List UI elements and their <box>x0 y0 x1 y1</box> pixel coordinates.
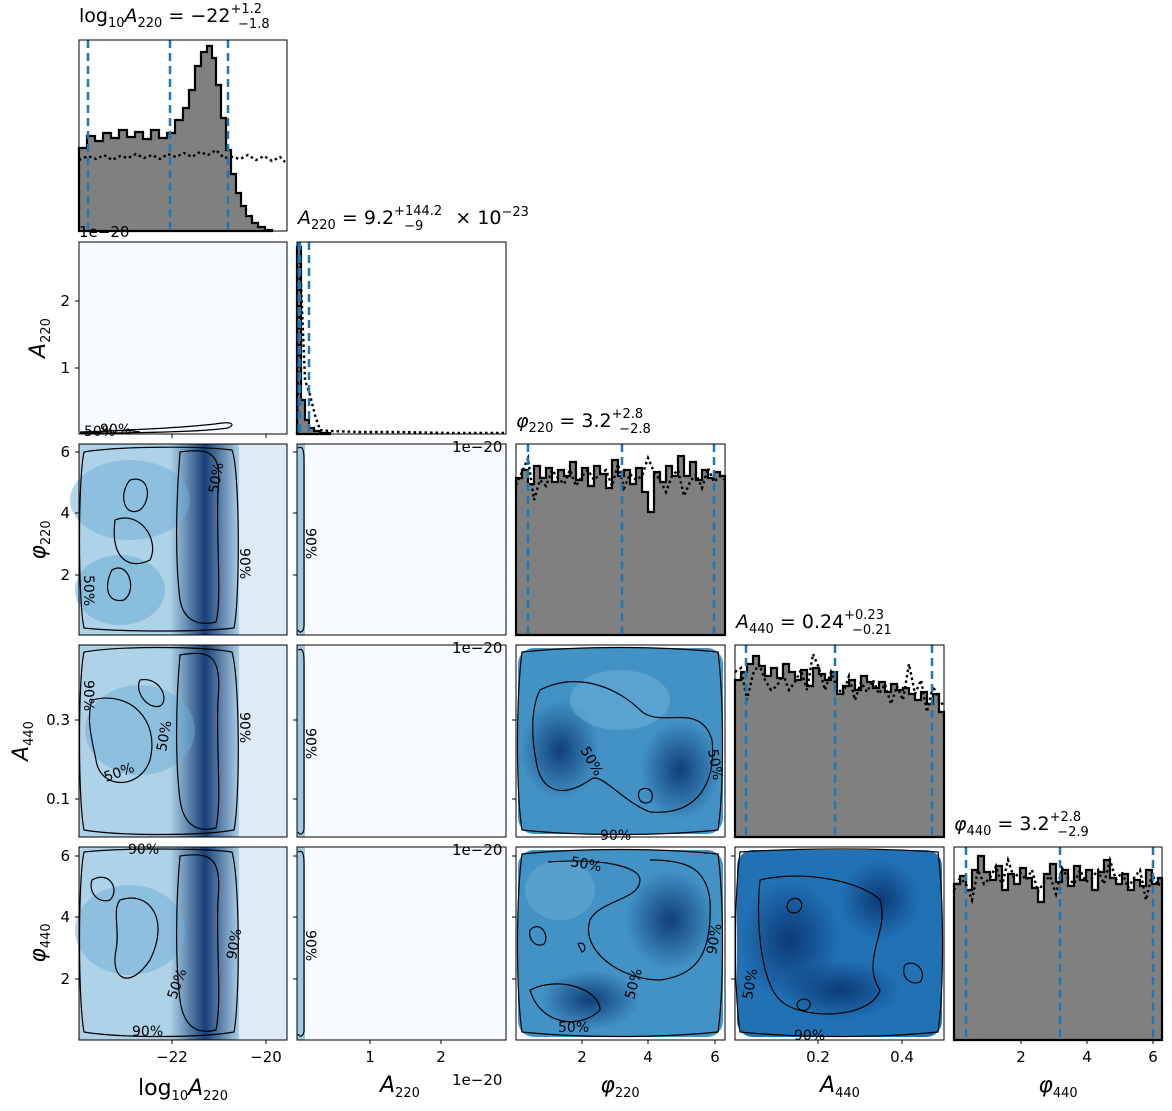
x-axis-label-A440: A440 <box>818 1073 860 1101</box>
x-axis-phi440: 2 4 6 φ440 <box>1016 1040 1158 1101</box>
contour-label: 50% <box>80 575 96 606</box>
y-offset-label: 1e−20 <box>79 223 129 241</box>
y-axis-A440: 0.3 0.1 A440 <box>9 711 79 808</box>
contour-label: 50% <box>622 967 646 1001</box>
inner-tick-stubs <box>171 434 735 980</box>
x-tick-label: 2 <box>436 1048 446 1066</box>
contour-label: 90% <box>132 1024 163 1040</box>
contour-label: 50% <box>84 424 115 440</box>
posterior-hist-phi440 <box>952 854 1164 1042</box>
y-tick-label: 6 <box>60 847 70 865</box>
density-panel-A440-vs-logA220: 90% 50% 50% 90% <box>78 644 288 838</box>
title-A440: A440 = 0.24+0.23 −0.21 <box>734 608 892 638</box>
hist-panel-A220: A220 = 9.2+144.2 −9 × 10−23 <box>295 204 529 436</box>
prior-hist-A440 <box>734 649 945 713</box>
y-axis-phi220: 6 4 2 φ220 <box>26 443 79 584</box>
contour-label: 90% <box>794 1028 825 1044</box>
contour-label: 90% <box>236 712 252 743</box>
hist-panel-phi440: φ440 = 3.2+2.8 −2.9 <box>952 810 1164 1042</box>
x-tick-label: 2 <box>577 1048 587 1066</box>
x-axis-label-A220: A220 <box>378 1073 420 1101</box>
y-axis-label-phi220: φ220 <box>26 520 54 559</box>
y-tick-label: 2 <box>60 292 70 310</box>
x-axis-label-phi440: φ440 <box>1038 1073 1077 1101</box>
x-tick-label: 1 <box>365 1048 375 1066</box>
y-axis-label-A440: A440 <box>9 721 37 763</box>
x-tick-label: −20 <box>250 1048 282 1066</box>
y-axis-phi440: 6 4 2 φ440 <box>26 847 79 988</box>
density-panel-phi220-vs-logA220: 50% 90% 50% <box>70 443 288 636</box>
y-axis-label-phi440: φ440 <box>26 923 54 962</box>
x-offset-label: 1e−20 <box>452 639 502 657</box>
y-tick-label: 2 <box>60 970 70 988</box>
title-phi440: φ440 = 3.2+2.8 −2.9 <box>954 810 1089 840</box>
x-offset-label: 1e−20 <box>452 438 502 456</box>
x-tick-label: 0.2 <box>806 1048 830 1066</box>
density-panel-phi220-vs-A220: 90% <box>296 443 507 636</box>
contour-label: 90% <box>302 528 318 559</box>
title-logA220: log10A220 = −22+1.2 −1.8 <box>79 2 270 32</box>
density-panel-phi440-vs-phi220: 50% 50% 50% 90% <box>515 846 726 1041</box>
x-tick-label: 6 <box>1148 1048 1158 1066</box>
posterior-hist-phi220 <box>514 454 727 637</box>
density-panel-A440-vs-A220: 90% <box>296 644 507 838</box>
title-A220: A220 = 9.2+144.2 −9 × 10−23 <box>296 204 529 234</box>
y-tick-label: 1 <box>60 359 70 377</box>
prior-hist-A220 <box>295 259 505 435</box>
contour-label: 90% <box>600 828 631 844</box>
contour-label: 90% <box>236 548 252 579</box>
y-tick-label: 4 <box>60 908 70 926</box>
contour-label: 50% <box>154 719 175 752</box>
contour-label: 90% <box>302 728 318 759</box>
prior-hist-phi220 <box>514 453 726 501</box>
hist-panel-phi220: φ220 = 3.2+2.8 −2.8 <box>514 407 727 637</box>
prior-hist-logA220 <box>78 148 286 163</box>
x-offset-label: 1e−20 <box>452 841 502 859</box>
x-tick-label: 2 <box>1016 1048 1026 1066</box>
x-axis-A220: 1 2 1e−20 A220 <box>365 1040 502 1101</box>
x-axis-label-phi220: φ220 <box>600 1073 639 1101</box>
x-tick-label: 6 <box>710 1048 720 1066</box>
density-panel-phi440-vs-A220: 90% <box>296 846 507 1041</box>
y-axis-label-A220: A220 <box>26 318 54 360</box>
contour-label: 90% <box>128 842 159 858</box>
density-panel-phi440-vs-A440: 50% 90% <box>734 846 945 1044</box>
x-tick-label: −22 <box>156 1048 188 1066</box>
density-panel-A220-vs-logA220: 50% 90% <box>78 241 288 440</box>
contour-label: 90% <box>100 422 131 438</box>
contour-label: 90% <box>80 680 96 711</box>
contour-label: 50% <box>558 1020 589 1036</box>
x-tick-label: 0.4 <box>890 1048 914 1066</box>
x-tick-label: 4 <box>643 1048 653 1066</box>
contour-label: 50% <box>569 854 602 875</box>
y-tick-label: 6 <box>60 443 70 461</box>
contour-label: 90% <box>302 930 318 961</box>
contour-label: 90% <box>224 927 245 960</box>
y-tick-label: 0.3 <box>46 711 70 729</box>
x-axis-logA220: −22 −20 log10A220 <box>138 1040 282 1104</box>
posterior-hist-logA220 <box>77 44 274 233</box>
y-axis-A220: 2 1 1e−20 A220 <box>26 223 129 377</box>
contour-label: 90% <box>704 922 725 955</box>
y-tick-label: 4 <box>60 504 70 522</box>
x-axis-label-logA220: log10A220 <box>138 1076 228 1104</box>
y-tick-label: 0.1 <box>46 790 70 808</box>
x-axis-phi220: 2 4 6 φ220 <box>577 1040 720 1101</box>
contour-label: 50% <box>206 461 227 494</box>
density-panel-A440-vs-phi220: 90% 50% 50% <box>515 644 726 844</box>
x-axis-A440: 0.2 0.4 A440 <box>806 1040 914 1101</box>
contour-label: 50% <box>740 967 761 1000</box>
x-tick-label: 4 <box>1082 1048 1092 1066</box>
x-offset-label: 1e−20 <box>452 1071 502 1089</box>
density-panel-phi440-vs-logA220: 90% 50% 90% 90% <box>75 842 288 1041</box>
hist-panel-logA220: log10A220 = −22+1.2 −1.8 <box>77 2 288 233</box>
title-phi220: φ220 = 3.2+2.8 −2.8 <box>516 407 651 437</box>
contour-label: 50% <box>704 748 725 781</box>
hist-panel-A440: A440 = 0.24+0.23 −0.21 <box>733 608 946 839</box>
prior-hist-phi440 <box>952 855 1163 905</box>
y-tick-label: 2 <box>60 566 70 584</box>
